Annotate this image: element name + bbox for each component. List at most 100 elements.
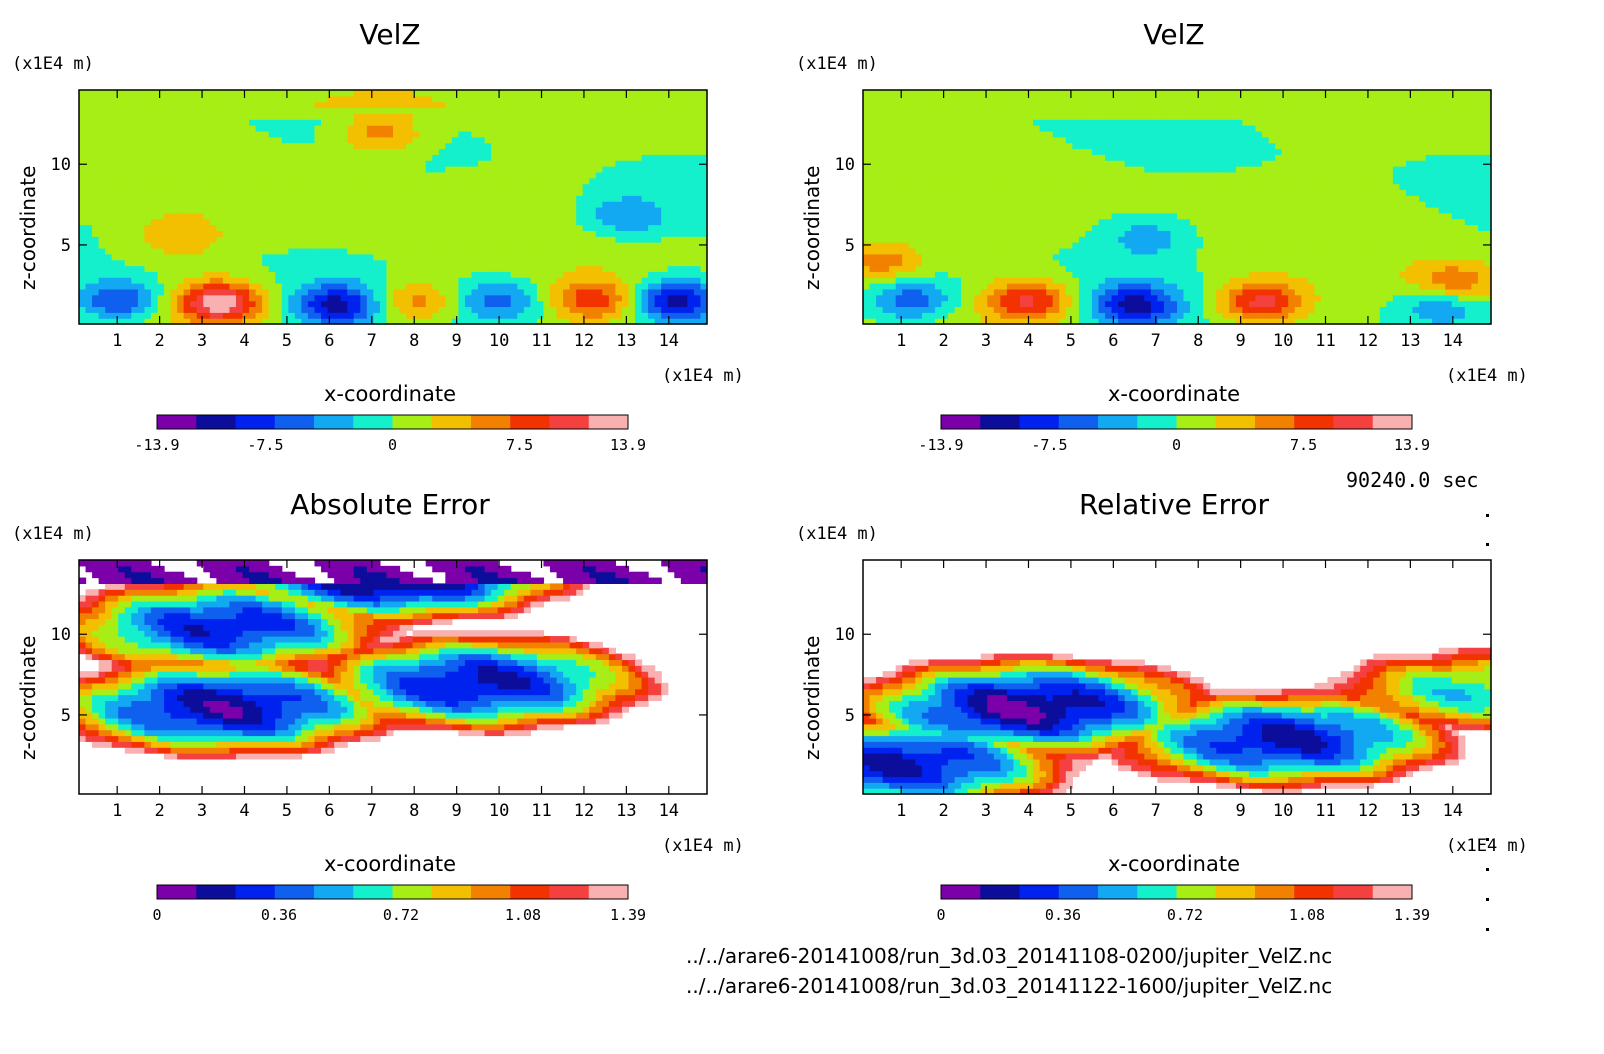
contour-cell bbox=[451, 171, 460, 179]
contour-cell bbox=[569, 183, 577, 191]
contour-cell bbox=[915, 142, 923, 150]
contour-cell bbox=[144, 107, 152, 114]
contour-cell bbox=[648, 277, 656, 284]
contour-cell bbox=[621, 294, 630, 302]
contour-cell bbox=[164, 201, 172, 208]
colorbar-segment bbox=[549, 415, 590, 429]
contour-cell bbox=[478, 288, 486, 296]
contour-cell bbox=[608, 230, 617, 237]
contour-cell bbox=[255, 224, 263, 231]
contour-cell bbox=[464, 166, 473, 173]
contour-cell bbox=[954, 101, 962, 109]
contour-cell bbox=[1020, 201, 1028, 208]
contour-cell bbox=[895, 90, 903, 97]
contour-cell bbox=[700, 177, 708, 185]
contour-cell bbox=[222, 136, 231, 144]
contour-cell bbox=[504, 125, 512, 132]
contour-cell bbox=[876, 125, 884, 132]
contour-cell bbox=[131, 136, 139, 144]
contour-cell bbox=[993, 166, 1001, 173]
contour-cell bbox=[177, 136, 185, 144]
contour-cell bbox=[1000, 283, 1008, 290]
contour-cell bbox=[170, 277, 178, 284]
contour-cell bbox=[582, 247, 590, 255]
contour-cell bbox=[974, 300, 982, 308]
contour-cell bbox=[550, 283, 558, 290]
contour-cell bbox=[98, 253, 106, 261]
contour-cell bbox=[268, 154, 276, 161]
contour-cell bbox=[255, 265, 263, 272]
contour-cell bbox=[530, 224, 538, 231]
contour-cell bbox=[478, 136, 486, 144]
contour-cell bbox=[124, 171, 132, 179]
contour-cell bbox=[464, 125, 473, 132]
contour-cell bbox=[379, 148, 388, 155]
contour-cell bbox=[164, 242, 172, 249]
contour-cell bbox=[641, 230, 649, 237]
contour-cell bbox=[504, 283, 512, 290]
contour-cell bbox=[530, 201, 538, 208]
contour-cell bbox=[412, 177, 420, 185]
contour-cell bbox=[98, 166, 106, 173]
contour-cell bbox=[288, 294, 296, 302]
contour-cell bbox=[589, 218, 597, 226]
contour-cell bbox=[321, 119, 329, 126]
contour-cell bbox=[399, 189, 407, 196]
contour-cell bbox=[288, 230, 296, 237]
contour-cell bbox=[987, 318, 995, 325]
contour-cell bbox=[190, 236, 198, 243]
contour-cell bbox=[667, 177, 675, 185]
contour-cell bbox=[569, 90, 577, 97]
contour-cell bbox=[987, 154, 995, 161]
contour-cell bbox=[137, 277, 146, 284]
contour-cell bbox=[177, 312, 185, 319]
contour-cell bbox=[281, 312, 289, 319]
contour-cell bbox=[393, 183, 401, 191]
contour-cell bbox=[934, 101, 943, 109]
contour-cell bbox=[222, 101, 231, 109]
contour-cell bbox=[92, 142, 100, 150]
contour-cell bbox=[353, 253, 361, 261]
contour-cell bbox=[576, 247, 584, 255]
contour-cell bbox=[334, 218, 342, 226]
contour-cell bbox=[902, 207, 910, 214]
contour-cell bbox=[157, 300, 165, 308]
contour-cell bbox=[340, 277, 348, 284]
contour-cell bbox=[432, 312, 440, 319]
contour-cell bbox=[608, 271, 617, 278]
contour-cell bbox=[255, 148, 263, 155]
x-tick-label: 1 bbox=[112, 331, 122, 351]
contour-cell bbox=[1000, 271, 1008, 278]
contour-cell bbox=[150, 95, 159, 103]
contour-cell bbox=[216, 148, 224, 155]
contour-cell bbox=[425, 242, 433, 249]
contour-cell bbox=[895, 154, 903, 161]
contour-cell bbox=[928, 207, 936, 214]
contour-cell bbox=[203, 171, 211, 179]
contour-cell bbox=[157, 253, 165, 261]
contour-cell bbox=[164, 236, 172, 243]
contour-cell bbox=[301, 218, 309, 226]
contour-cell bbox=[674, 242, 682, 249]
contour-cell bbox=[307, 107, 316, 114]
contour-cell bbox=[674, 265, 682, 272]
contour-cell bbox=[941, 201, 949, 208]
contour-cell bbox=[536, 247, 545, 255]
contour-cell bbox=[157, 247, 165, 255]
contour-cell bbox=[340, 300, 348, 308]
contour-cell bbox=[242, 300, 250, 308]
contour-cell bbox=[667, 277, 675, 284]
contour-cell bbox=[1020, 125, 1028, 132]
contour-cell bbox=[301, 207, 309, 214]
contour-cell bbox=[1006, 125, 1015, 132]
contour-cell bbox=[895, 224, 903, 231]
contour-cell bbox=[242, 294, 250, 302]
contour-cell bbox=[412, 312, 420, 319]
contour-cell bbox=[661, 171, 669, 179]
contour-cell bbox=[504, 236, 512, 243]
contour-cell bbox=[222, 236, 231, 243]
contour-cell bbox=[268, 288, 276, 296]
contour-cell bbox=[85, 271, 93, 278]
contour-cell bbox=[876, 212, 884, 220]
contour-cell bbox=[190, 288, 198, 296]
